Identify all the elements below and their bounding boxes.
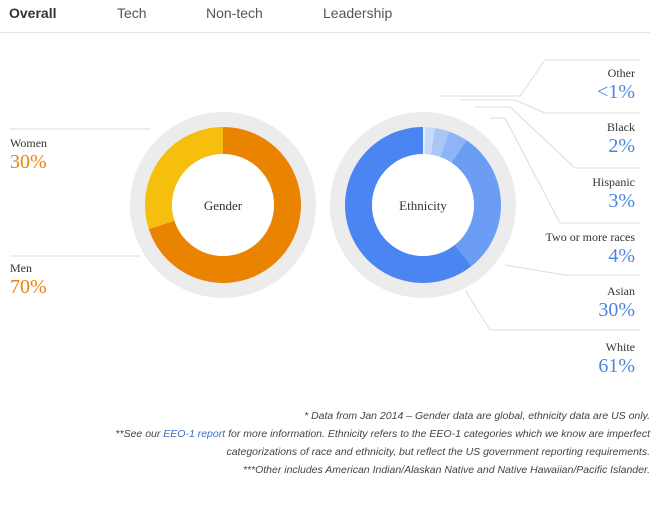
legend-two-or-more-value: 4% [608, 245, 635, 267]
ethnicity-slice-black [424, 127, 436, 155]
gender-center [172, 154, 274, 256]
ethnicity-slice-other [423, 127, 426, 155]
legend-other-name: Other [607, 66, 635, 80]
ethnicity-center-label: Ethnicity [399, 198, 447, 213]
legend-other-value: <1% [597, 81, 635, 103]
legend-black-name: Black [607, 120, 635, 134]
ethnicity-slice-two-or-more [440, 131, 467, 163]
legend-white-name: White [605, 340, 635, 354]
leader-asian [504, 264, 640, 276]
leader-two-or-more [490, 117, 640, 224]
tab-non-tech[interactable]: Non-tech [206, 5, 263, 21]
ethnicity-slice-white [345, 127, 472, 283]
legend-other: Other <1% [597, 66, 635, 103]
ethnicity-slice-asian [451, 140, 501, 267]
eeo1-report-link[interactable]: EEO-1 report [163, 428, 226, 440]
gender-slice-men [148, 127, 302, 283]
legend-men-value: 70% [10, 276, 47, 298]
footnote-2-suffix: for more information. Ethnicity refers t… [225, 428, 650, 440]
legend-hispanic: Hispanic 3% [592, 175, 635, 212]
footnote-4: ***Other includes American Indian/Alaska… [242, 464, 650, 476]
ethnicity-center [372, 154, 474, 256]
legend-women-name: Women [10, 136, 48, 150]
legend-women: Women 30% [10, 136, 47, 173]
ethnicity-slice-hispanic [430, 127, 450, 157]
legend-men: Men 70% [10, 261, 47, 298]
footnote-2-prefix: **See our [115, 428, 164, 440]
tab-leadership[interactable]: Leadership [323, 5, 393, 21]
legend-white-value: 61% [598, 355, 635, 377]
legend-asian-name: Asian [607, 284, 635, 298]
footnote-3: categorizations of race and ethnicity, b… [226, 446, 650, 458]
legend-hispanic-name: Hispanic [592, 175, 635, 189]
legend-women-value: 30% [10, 151, 47, 173]
legend-asian-value: 30% [598, 299, 635, 321]
gender-center-label: Gender [204, 198, 243, 213]
legend-white: White 61% [598, 340, 635, 377]
leader-black [460, 99, 640, 114]
tab-overall[interactable]: Overall [9, 5, 57, 21]
legend-men-name: Men [10, 261, 32, 275]
footnote-1: * Data from Jan 2014 – Gender data are g… [304, 410, 650, 422]
footnotes: * Data from Jan 2014 – Gender data are g… [30, 407, 650, 479]
legend-two-or-more-name: Two or more races [545, 230, 635, 244]
gender-slice-women [145, 127, 223, 230]
tab-tech[interactable]: Tech [117, 5, 147, 21]
ethnicity-donut [345, 127, 501, 283]
legend-hispanic-value: 3% [608, 190, 635, 212]
leader-white [464, 289, 640, 331]
legend-black: Black 2% [607, 120, 635, 157]
gender-donut [145, 127, 302, 283]
legend-black-value: 2% [608, 135, 635, 157]
leader-hispanic [475, 106, 640, 169]
legend-asian: Asian 30% [598, 284, 635, 321]
footnote-2: **See our EEO-1 report for more informat… [30, 425, 650, 443]
leader-other [440, 59, 640, 97]
tab-bar: Overall Tech Non-tech Leadership [0, 0, 650, 33]
legend-two-or-more: Two or more races 4% [546, 230, 635, 267]
